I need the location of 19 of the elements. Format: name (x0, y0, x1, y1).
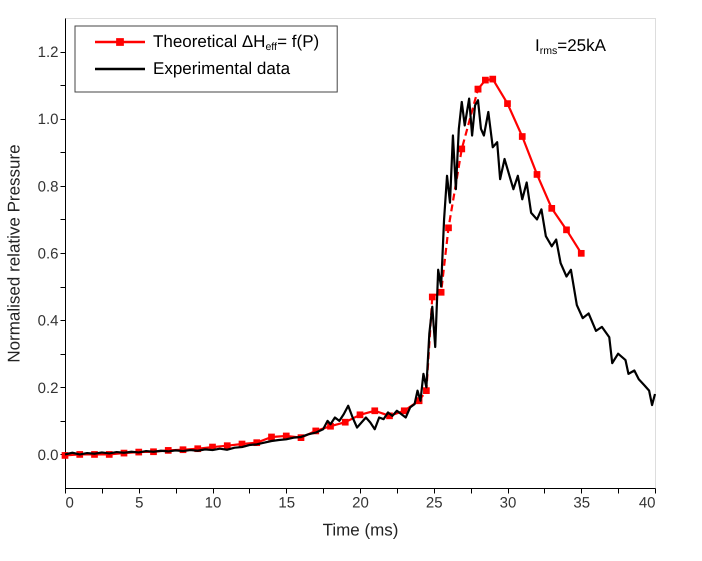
x-tick-label: 20 (352, 494, 369, 512)
x-tick-label: 5 (135, 494, 144, 512)
x-tick-label: 15 (278, 494, 296, 512)
y-tick-label: 0.8 (38, 178, 58, 196)
y-tick-label: 0.4 (38, 312, 58, 330)
y-tick-label: 0.6 (38, 246, 58, 262)
y-tick-label: 0.0 (38, 446, 58, 464)
x-tick-label: 30 (500, 494, 516, 512)
y-tick-label: 1.2 (38, 44, 58, 62)
x-tick-label: 40 (638, 494, 656, 512)
x-tick-label: 25 (426, 494, 443, 512)
x-axis-title: Time (ms) (322, 520, 398, 540)
x-tick-label: 0 (66, 494, 74, 512)
x-tick-label: 10 (204, 494, 222, 512)
legend-label: Experimental data (153, 59, 291, 78)
x-tick-label: 35 (573, 494, 590, 512)
y-tick-label: 0.2 (38, 380, 58, 397)
y-tick-label: 1.0 (38, 111, 58, 128)
y-axis-title: Normalised relative Pressure (4, 144, 24, 363)
